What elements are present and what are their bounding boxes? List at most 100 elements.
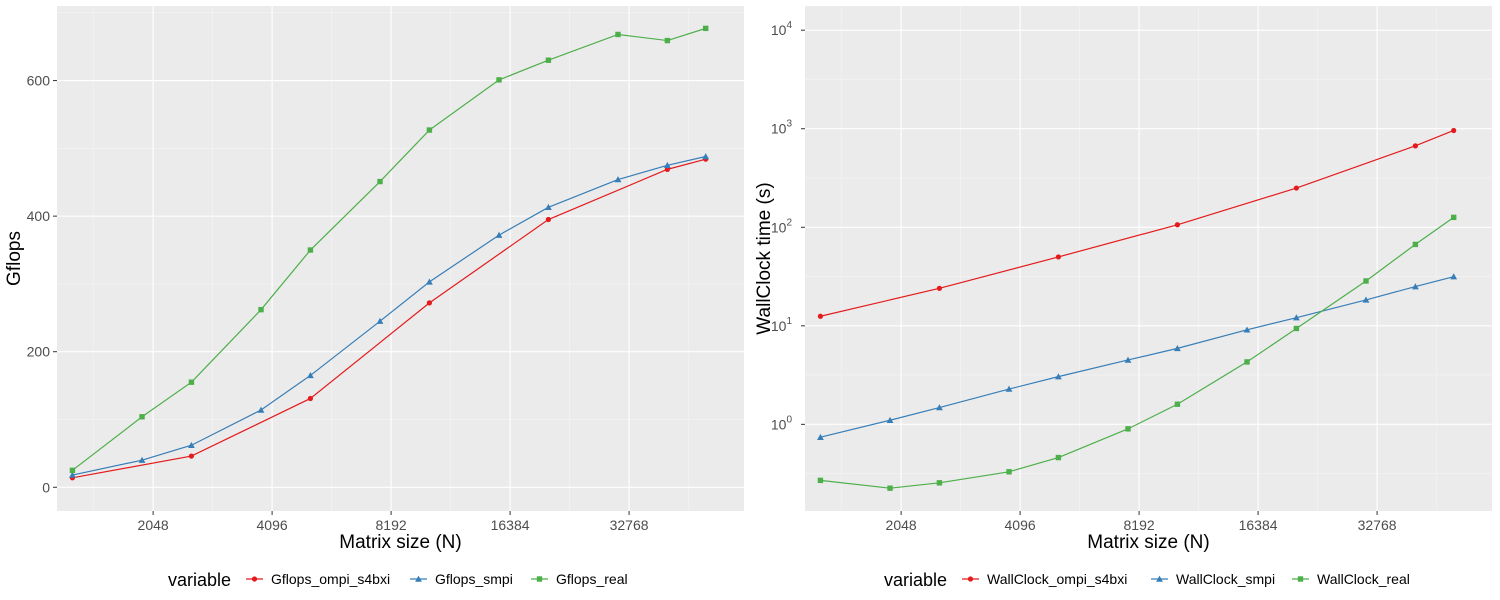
data-point <box>1055 454 1062 461</box>
y-tick-label: 102 <box>771 217 793 235</box>
series-line <box>820 276 1454 438</box>
data-point <box>1293 185 1299 191</box>
x-tick-label: 16384 <box>1239 517 1278 533</box>
y-tick-label: 101 <box>771 316 793 334</box>
chart-panel-2: 2048 4096 8192 16384 32768 100 101 102 103 104 Mat… <box>754 6 1492 590</box>
data-point <box>664 37 671 44</box>
data-point <box>1006 469 1012 475</box>
legend-key-marker <box>415 575 422 582</box>
legend-key-marker <box>1297 576 1304 582</box>
data-point <box>817 313 824 319</box>
data-point <box>1174 401 1181 407</box>
data-point <box>426 300 433 306</box>
x-tick-label: 4096 <box>1005 517 1036 533</box>
legend-item: Gflops_smpi <box>410 571 513 587</box>
data-point <box>426 278 433 285</box>
plot-background <box>805 6 1492 511</box>
data-point <box>1451 127 1457 134</box>
data-point <box>426 127 433 133</box>
data-point <box>1174 222 1181 228</box>
data-point <box>615 31 621 38</box>
data-point <box>1362 296 1370 303</box>
data-point <box>138 456 146 463</box>
data-point <box>702 25 709 32</box>
data-point <box>1363 278 1369 284</box>
major-gridlines <box>57 6 744 511</box>
y-tick-label: 200 <box>27 344 51 360</box>
data-point <box>1124 356 1132 363</box>
y-tick-label: 100 <box>771 414 793 432</box>
data-point <box>1005 385 1013 392</box>
data-point <box>258 306 264 313</box>
chart-panel-1: 2048 4096 8192 16384 32768 0 200 400 600 Matrix s… <box>4 6 744 590</box>
data-point <box>1412 143 1418 149</box>
series-line <box>72 27 706 471</box>
legend-label: Gflops_real <box>556 571 628 587</box>
series-line <box>820 216 1455 489</box>
data-point <box>1174 344 1181 352</box>
y-tick-label: 104 <box>771 20 793 38</box>
x-tick-label: 4096 <box>257 517 288 533</box>
data-point <box>1055 373 1062 380</box>
y-tick-label: 103 <box>771 119 793 137</box>
data-point <box>545 216 551 223</box>
data-point <box>817 433 824 440</box>
data-point <box>307 372 314 379</box>
legend-key-marker <box>1156 575 1163 582</box>
x-tick-label: 16384 <box>491 517 530 533</box>
data-point <box>1055 254 1062 260</box>
data-point <box>664 166 670 172</box>
major-gridlines <box>805 6 1492 511</box>
data-point <box>188 441 195 448</box>
x-tick-label: 32768 <box>1358 517 1397 533</box>
legend-label: WallClock_ompi_s4bxi <box>987 571 1127 587</box>
data-point <box>614 176 622 183</box>
axes: 2048 4096 8192 16384 32768 100 101 102 103 104 <box>771 20 1397 533</box>
data-point <box>69 471 76 478</box>
legend-label: Gflops_ompi_s4bxi <box>271 571 390 587</box>
x-axis-title: Matrix size (N) <box>1087 532 1209 553</box>
series-group <box>69 25 710 481</box>
legend-label: WallClock_smpi <box>1176 571 1275 587</box>
x-tick-label: 8192 <box>1124 517 1155 533</box>
data-point <box>936 285 943 291</box>
legend-label: Gflops_smpi <box>435 571 513 587</box>
data-point <box>376 317 384 324</box>
data-point <box>257 406 265 413</box>
data-point <box>139 414 145 420</box>
data-point <box>544 203 552 211</box>
x-tick-label: 2048 <box>886 517 917 533</box>
data-point <box>307 395 314 402</box>
data-point <box>936 404 943 411</box>
data-point <box>886 416 894 423</box>
data-point <box>1450 273 1458 280</box>
x-axis-title: Matrix size (N) <box>339 532 461 553</box>
series-group <box>817 127 1458 491</box>
legend-item: Gflops_ompi_s4bxi <box>246 571 390 587</box>
legend-key-marker <box>536 576 543 582</box>
legend: variable Gflops_ompi_s4bxi Gflops_smpi Gflo… <box>168 570 628 590</box>
plot-background <box>57 6 744 511</box>
data-point <box>817 477 824 484</box>
data-point <box>188 453 195 459</box>
data-point <box>1412 241 1419 248</box>
data-point <box>69 467 76 474</box>
data-point <box>663 161 671 169</box>
data-point <box>188 379 195 385</box>
data-point <box>887 485 893 491</box>
y-axis-title: Gflops <box>4 231 25 286</box>
x-tick-label: 2048 <box>138 517 169 533</box>
data-point <box>496 77 502 83</box>
y-axis-title: WallClock time (s) <box>754 182 775 334</box>
data-point <box>1450 214 1457 221</box>
data-point <box>307 247 314 253</box>
legend: variable WallClock_ompi_s4bxi WallClock_sm… <box>884 570 1410 590</box>
y-tick-label: 0 <box>42 479 50 495</box>
legend-item: Gflops_real <box>531 571 628 587</box>
legend-item: WallClock_ompi_s4bxi <box>962 571 1127 587</box>
data-point <box>545 57 552 63</box>
legend-key-marker <box>967 576 974 582</box>
legend-item: WallClock_smpi <box>1151 571 1275 587</box>
series-line <box>72 155 706 476</box>
